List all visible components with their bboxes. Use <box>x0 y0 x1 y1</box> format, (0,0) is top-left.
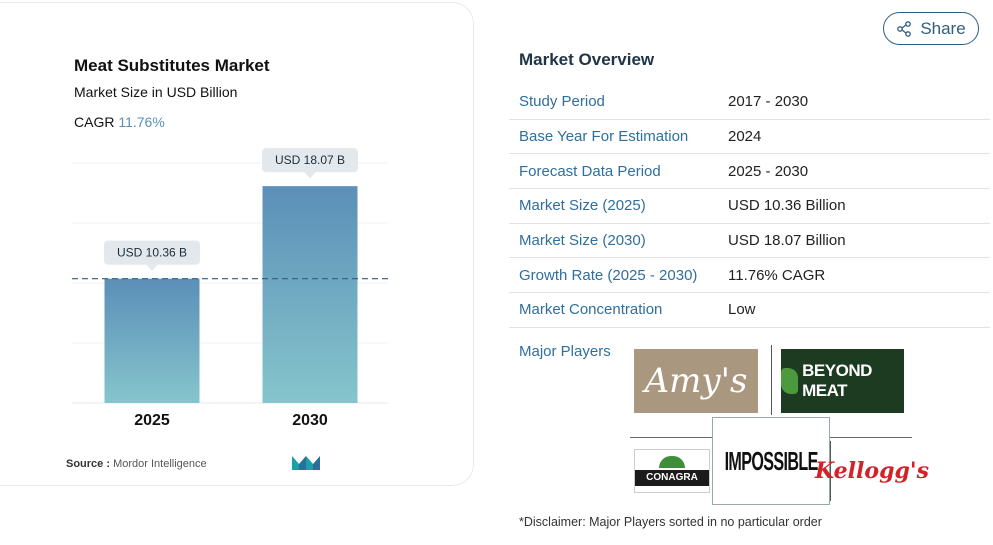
major-players-logos: Amy's BEYOND MEAT CONAGRA IMPOSSIBLE Kel… <box>628 345 929 505</box>
overview-value: USD 10.36 Billion <box>728 197 846 215</box>
share-icon <box>897 20 912 37</box>
conagra-logo-text: CONAGRA <box>635 470 709 486</box>
chart-title: Meat Substitutes Market <box>74 56 270 75</box>
major-players-label: Major Players <box>519 343 611 360</box>
chart-card <box>0 2 474 486</box>
bull-icon <box>781 368 799 394</box>
mordor-intelligence-logo <box>292 456 320 470</box>
overview-value: 11.76% CAGR <box>728 266 826 284</box>
data-label-bg <box>104 240 200 265</box>
data-label-bg <box>262 148 358 173</box>
x-tick-label: 2025 <box>134 412 170 429</box>
bar-2030 <box>262 186 358 403</box>
data-label-pointer <box>146 264 158 271</box>
data-label: USD 10.36 B <box>117 246 187 260</box>
overview-row-market-size-2025: Market Size (2025) USD 10.36 Billion <box>509 189 990 224</box>
impossible-foods-logo[interactable]: IMPOSSIBLE <box>712 417 830 505</box>
beyond-meat-logo-text: BEYOND MEAT <box>802 361 872 400</box>
source-label: Source : <box>66 458 111 470</box>
overview-key: Forecast Data Period <box>519 162 661 180</box>
logo-divider <box>771 345 772 415</box>
data-label-pointer <box>304 172 316 179</box>
source-value: Mordor Intelligence <box>113 458 207 470</box>
overview-value: 2025 - 2030 <box>728 162 809 180</box>
source-note: Source : Mordor Intelligence <box>66 458 207 470</box>
amys-logo-text: Amy's <box>644 361 748 401</box>
chart-x-ticks: 2025 2030 <box>134 412 328 429</box>
chart-subtitle: Market Size in USD Billion <box>74 84 238 100</box>
data-label: USD 18.07 B <box>275 153 345 167</box>
cagr-text: CAGR 11.76% <box>74 114 165 130</box>
overview-row-market-size-2030: Market Size (2030) USD 18.07 Billion <box>509 224 990 259</box>
cagr-value: 11.76% <box>118 114 165 130</box>
share-label: Share <box>920 18 966 38</box>
beyond-meat-logo[interactable]: BEYOND MEAT <box>781 349 904 413</box>
market-overview-table: Study Period 2017 - 2030 Base Year For E… <box>509 85 990 328</box>
overview-key: Market Size (2025) <box>519 197 646 215</box>
disclaimer-text: *Disclaimer: Major Players sorted in no … <box>519 515 822 529</box>
kelloggs-logo[interactable]: Kellogg's <box>815 449 929 493</box>
overview-key: Study Period <box>519 93 605 111</box>
chart-bars <box>104 186 358 403</box>
market-overview-title: Market Overview <box>519 50 655 69</box>
logo-divider <box>830 441 831 501</box>
overview-key: Market Concentration <box>519 301 663 319</box>
overview-key: Base Year For Estimation <box>519 128 689 146</box>
overview-row-forecast-period: Forecast Data Period 2025 - 2030 <box>509 154 990 190</box>
overview-key: Growth Rate (2025 - 2030) <box>519 266 698 284</box>
overview-key: Market Size (2030) <box>519 232 646 250</box>
chart-data-labels: USD 10.36 B USD 18.07 B <box>104 148 358 271</box>
kelloggs-logo-text: Kellogg's <box>815 458 929 484</box>
overview-row-market-concentration: Market Concentration Low <box>509 293 990 328</box>
overview-row-base-year: Base Year For Estimation 2024 <box>509 120 990 155</box>
overview-value: USD 18.07 Billion <box>728 232 846 250</box>
overview-row-study-period: Study Period 2017 - 2030 <box>509 85 990 120</box>
amys-logo[interactable]: Amy's <box>634 349 758 413</box>
market-size-bar-chart: USD 10.36 B USD 18.07 B 2025 2030 <box>72 148 388 429</box>
impossible-logo-text: IMPOSSIBLE <box>724 445 818 476</box>
overview-value: 2024 <box>728 128 762 146</box>
x-tick-label: 2030 <box>292 412 328 429</box>
overview-value: 2017 - 2030 <box>728 93 809 111</box>
bar-2025 <box>104 278 200 403</box>
conagra-logo[interactable]: CONAGRA <box>634 449 710 493</box>
overview-row-growth-rate: Growth Rate (2025 - 2030) 11.76% CAGR <box>509 258 990 294</box>
share-button[interactable]: Share <box>883 12 979 45</box>
leaf-icon <box>659 456 685 468</box>
overview-value: Low <box>728 301 756 319</box>
cagr-label: CAGR <box>74 114 115 130</box>
